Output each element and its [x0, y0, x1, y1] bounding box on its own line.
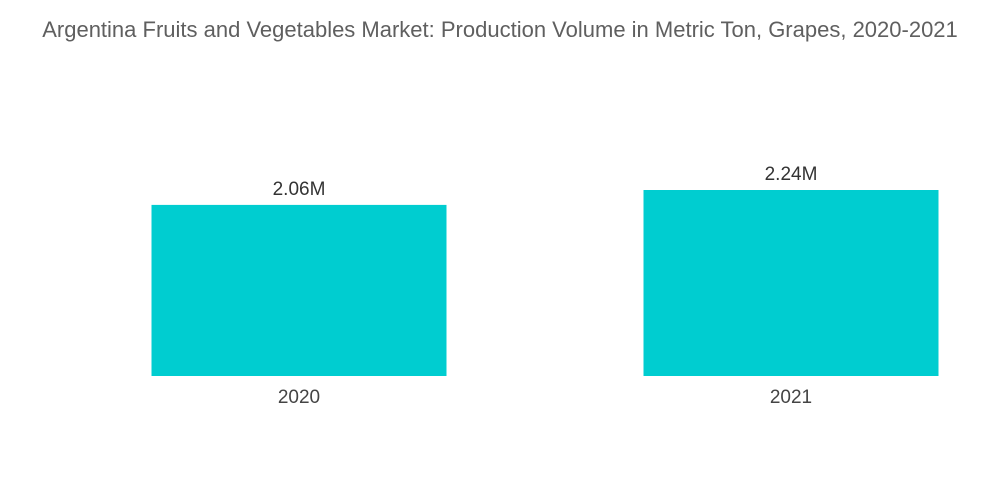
x-tick-label-2020: 2020: [278, 387, 320, 408]
bar-2020: [151, 204, 447, 376]
bar-2021: [643, 190, 939, 376]
bars-group: 2.06M 2020 2.24M 2021: [151, 164, 939, 408]
x-tick-label-2021: 2021: [770, 387, 812, 408]
chart-title: Argentina Fruits and Vegetables Market: …: [42, 17, 958, 42]
data-label-2021: 2.24M: [765, 164, 818, 185]
data-label-2020: 2.06M: [273, 179, 326, 200]
